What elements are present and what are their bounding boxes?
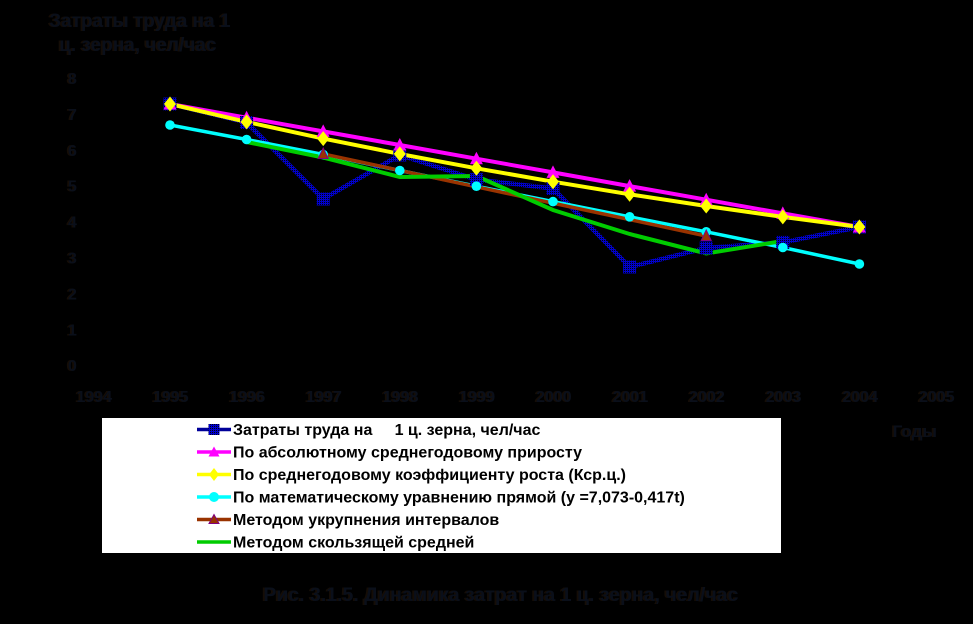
svg-text:3: 3 xyxy=(66,251,75,268)
svg-text:6: 6 xyxy=(66,143,75,160)
svg-text:2005: 2005 xyxy=(917,389,953,406)
svg-text:1: 1 xyxy=(66,322,75,339)
svg-text:Затраты труда на 1: Затраты труда на 1 xyxy=(47,11,229,32)
svg-text:2001: 2001 xyxy=(611,389,647,406)
svg-text:1998: 1998 xyxy=(383,389,419,406)
svg-text:6: 6 xyxy=(68,143,77,160)
svg-text:2002: 2002 xyxy=(689,389,725,406)
svg-text:2000: 2000 xyxy=(536,389,572,406)
svg-text:0: 0 xyxy=(68,358,77,375)
svg-text:1995: 1995 xyxy=(153,389,189,406)
svg-text:1994: 1994 xyxy=(75,389,111,406)
svg-text:Методом скользящей средней: Методом скользящей средней xyxy=(233,535,474,552)
svg-text:7: 7 xyxy=(68,107,77,124)
svg-text:2002: 2002 xyxy=(688,389,724,406)
svg-text:2: 2 xyxy=(66,286,75,303)
svg-text:Рис. 3.1.5. Динамика затрат на: Рис. 3.1.5. Динамика затрат на 1 ц. зерн… xyxy=(262,584,737,606)
svg-text:8: 8 xyxy=(66,71,75,88)
svg-text:2000: 2000 xyxy=(534,389,570,406)
svg-text:4: 4 xyxy=(66,215,75,232)
svg-text:По абсолютному среднегодовому: По абсолютному среднегодовому приросту xyxy=(233,445,582,462)
svg-text:1996: 1996 xyxy=(228,389,264,406)
svg-text:2005: 2005 xyxy=(919,389,955,406)
svg-text:4: 4 xyxy=(68,215,77,232)
svg-text:0: 0 xyxy=(66,358,75,375)
svg-text:2003: 2003 xyxy=(766,389,802,406)
svg-text:Рис. 3.1.5. Динамика затрат на: Рис. 3.1.5. Динамика затрат на 1 ц. зерн… xyxy=(263,584,738,606)
svg-text:1997: 1997 xyxy=(305,389,341,406)
svg-text:1998: 1998 xyxy=(381,389,417,406)
svg-text:1995: 1995 xyxy=(151,389,187,406)
svg-text:Затраты труда на 1 ц. зерн: Затраты труда на 1 ц. зерна, чел/час xyxy=(233,422,540,439)
svg-text:Годы: Годы xyxy=(893,422,937,441)
svg-text:Методом укрупнения интервалов: Методом укрупнения интервалов xyxy=(233,512,499,529)
svg-text:ц. зерна, чел/час: ц. зерна, чел/час xyxy=(59,35,217,56)
svg-text:По математическому уравнению п: По математическому уравнению прямой (y =… xyxy=(233,490,685,507)
svg-text:1997: 1997 xyxy=(306,389,342,406)
svg-text:2004: 2004 xyxy=(841,389,877,406)
svg-text:2003: 2003 xyxy=(764,389,800,406)
svg-text:1: 1 xyxy=(68,322,77,339)
svg-text:ц. зерна, чел/час: ц. зерна, чел/час xyxy=(57,35,215,56)
svg-text:1999: 1999 xyxy=(460,389,496,406)
svg-text:По среднегодовому коэффициенту: По среднегодовому коэффициенту роста (Кс… xyxy=(233,467,626,484)
svg-text:5: 5 xyxy=(66,179,75,196)
svg-text:1999: 1999 xyxy=(458,389,494,406)
svg-text:7: 7 xyxy=(66,107,75,124)
svg-text:1994: 1994 xyxy=(77,389,113,406)
svg-text:2: 2 xyxy=(68,286,77,303)
svg-text:3: 3 xyxy=(68,251,77,268)
svg-text:Годы: Годы xyxy=(891,422,935,441)
svg-text:Затраты труда на 1: Затраты труда на 1 xyxy=(49,11,231,32)
svg-text:1996: 1996 xyxy=(230,389,266,406)
svg-text:5: 5 xyxy=(68,179,77,196)
svg-text:2004: 2004 xyxy=(843,389,879,406)
svg-text:8: 8 xyxy=(68,71,77,88)
svg-text:2001: 2001 xyxy=(613,389,649,406)
